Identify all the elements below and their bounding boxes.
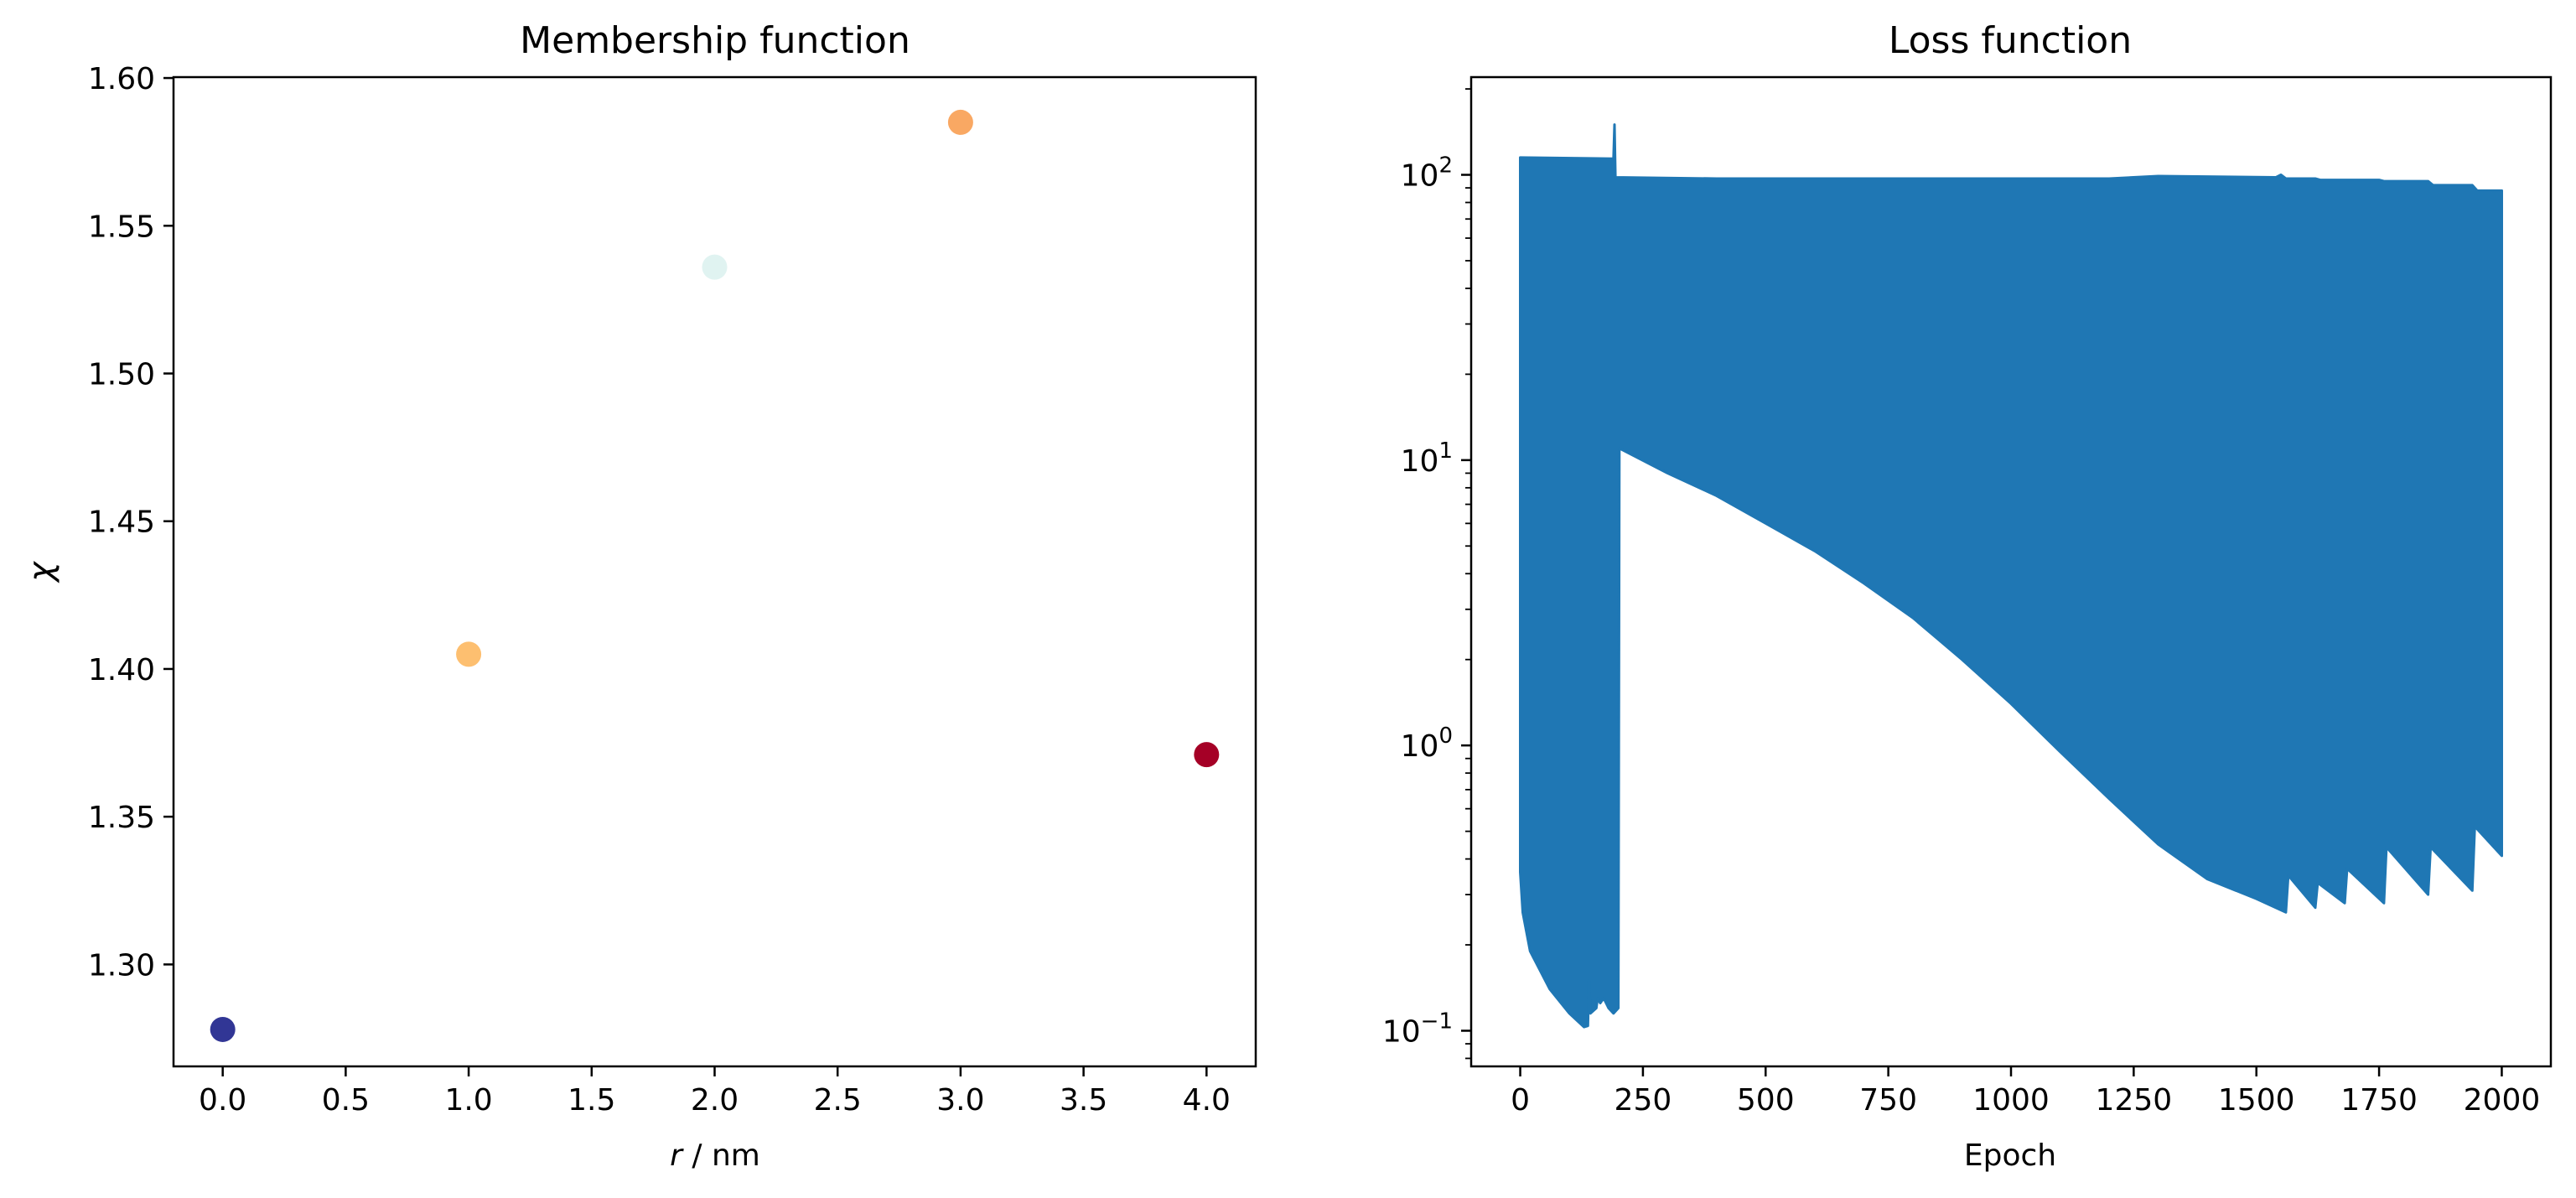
plot-frame [172, 75, 1257, 1068]
y-axis-label: χ [22, 561, 60, 583]
x-tick-label: 500 [1737, 1083, 1795, 1118]
y-tick-label: 1.35 [88, 801, 155, 835]
y-tick-label: 102 [1401, 153, 1453, 194]
loss-series-band [1519, 123, 2503, 1029]
x-tick-label: 2.0 [691, 1083, 739, 1118]
x-tick-label: 0.5 [322, 1083, 370, 1118]
y-axis-ticks: 10−1 100 101 102 [1382, 88, 1471, 1060]
y-tick-label: 1.40 [88, 653, 155, 687]
x-tick-label: 1.0 [444, 1083, 492, 1118]
scatter-point [210, 1016, 236, 1042]
x-tick-label: 4.0 [1183, 1083, 1231, 1118]
x-tick-label: 2000 [2464, 1083, 2541, 1118]
x-axis-variable: r [670, 1138, 684, 1173]
x-axis-ticks: 0 250 500 750 1000 1250 1500 1750 2000 [1511, 1066, 2540, 1118]
x-tick-label: 3.5 [1060, 1083, 1107, 1118]
y-tick-label: 1.50 [88, 358, 155, 392]
loss-chart: Loss function 0 250 500 750 1000 1250 1500 1750… [1382, 19, 2553, 1173]
y-tick-label: 10−1 [1382, 1009, 1453, 1049]
chart-title: Membership function [520, 19, 910, 62]
scatter-point [1194, 742, 1220, 768]
y-tick-label: 1.30 [88, 948, 155, 983]
chart-title: Loss function [1889, 19, 2132, 62]
x-tick-label: 1.5 [568, 1083, 615, 1118]
y-tick-label: 1.55 [88, 210, 155, 244]
x-axis-unit: / nm [682, 1138, 760, 1173]
x-axis-label: r / nm [670, 1138, 760, 1173]
x-tick-label: 0 [1511, 1083, 1530, 1118]
plot-area [1519, 123, 2503, 1029]
x-tick-label: 1000 [1972, 1083, 2050, 1118]
x-axis-ticks: 0.0 0.5 1.0 1.5 2.0 2.5 3.0 3.5 4.0 [199, 1066, 1231, 1118]
scatter-point [702, 254, 728, 280]
x-tick-label: 2.5 [814, 1083, 862, 1118]
x-tick-label: 1500 [2218, 1083, 2295, 1118]
scatter-point [947, 109, 973, 135]
x-tick-label: 250 [1615, 1083, 1672, 1118]
y-tick-label: 1.60 [88, 62, 155, 96]
y-tick-label: 1.45 [88, 506, 155, 540]
x-axis-label: Epoch [1964, 1138, 2056, 1173]
x-tick-label: 0.0 [199, 1083, 246, 1118]
y-axis-ticks: 1.30 1.35 1.40 1.45 1.50 1.55 1.60 [88, 62, 174, 983]
plot-area [210, 109, 1220, 1042]
scatter-point [456, 641, 482, 667]
y-tick-label: 101 [1401, 438, 1453, 479]
x-tick-label: 3.0 [936, 1083, 984, 1118]
x-tick-label: 750 [1859, 1083, 1917, 1118]
x-tick-label: 1250 [2096, 1083, 2173, 1118]
membership-chart: Membership function 0.0 0.5 1.0 1.5 2.0 2.5 3.… [22, 19, 1257, 1173]
y-tick-label: 100 [1401, 723, 1453, 764]
x-tick-label: 1750 [2340, 1083, 2418, 1118]
